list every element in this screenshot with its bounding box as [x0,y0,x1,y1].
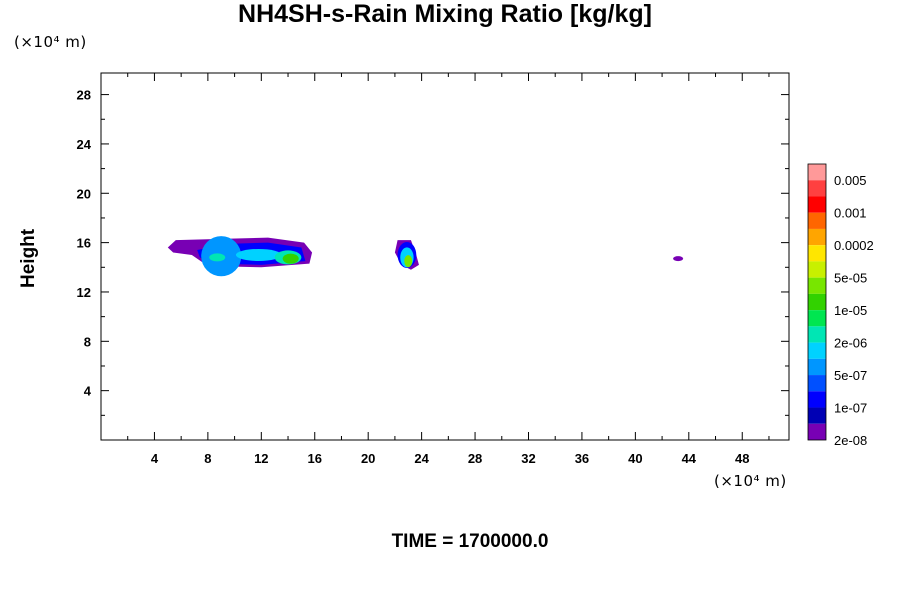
colorbar-label: 0.005 [834,173,867,188]
colorbar: 0.005 0.001 0.0002 5e-05 1e-05 2e-06 5e-07 1e-0… [807,163,874,448]
y-tick-label: 20 [77,186,91,201]
plot-frame [100,72,790,441]
x-axis-unit: (×10⁴ m) [714,472,787,490]
colorbar-swatch [808,245,826,262]
x-tick-label: 32 [521,451,535,466]
colorbar-label: 0.0002 [834,238,874,253]
x-tick-label: 4 [151,451,159,466]
x-tick-label: 36 [575,451,589,466]
colorbar-label: 1e-07 [834,401,867,416]
colorbar-label: 5e-07 [834,368,867,383]
region-1-blob [209,253,226,262]
colorbar-swatch [808,310,826,327]
colorbar-swatch [808,326,826,343]
colorbar-swatch [808,261,826,278]
colorbar-swatch [808,277,826,294]
colorbar-label: 2e-08 [834,433,867,448]
region-2 [394,240,419,270]
colorbar-swatch [808,407,826,424]
x-tick-label: 48 [735,451,749,466]
colorbar-border [807,163,827,441]
x-axis-ticks: 4 8 12 16 20 24 28 32 36 40 44 48 [127,73,770,466]
x-tick-label: 24 [414,451,429,466]
region-1-core [282,253,299,264]
y-axis-unit: (×10⁴ m) [14,33,87,51]
x-tick-label: 20 [361,451,375,466]
x-tick-label: 16 [308,451,322,466]
y-tick-label: 16 [77,236,91,251]
colorbar-swatch [808,342,826,359]
colorbar-swatch [808,293,826,311]
region-3-speck [673,256,684,262]
colorbar-swatch [808,391,826,408]
y-axis-ticks: 4 8 12 16 20 24 28 [77,88,789,416]
colorbar-label: 5e-05 [834,271,867,286]
x-tick-label: 12 [254,451,268,466]
region-1-blob [235,248,282,261]
x-tick-label: 44 [682,451,697,466]
region-1 [167,236,313,277]
colorbar-swatch [808,196,826,213]
x-tick-label: 28 [468,451,482,466]
colorbar-label: 1e-05 [834,303,867,318]
colorbar-swatch [808,212,826,229]
region-3 [673,256,684,262]
y-tick-label: 24 [77,137,92,152]
colorbar-swatch [808,164,826,181]
colorbar-swatch [808,180,826,197]
colorbar-swatch [808,375,826,392]
plot-border [100,72,790,441]
colorbar-label: 0.001 [834,206,867,221]
x-tick-label: 8 [204,451,211,466]
region-2-core [404,255,413,268]
y-tick-label: 28 [77,88,91,103]
data-regions [167,236,684,277]
x-tick-label: 40 [628,451,642,466]
chart-title: NH4SH-s-Rain Mixing Ratio [kg/kg] [238,0,652,28]
y-tick-label: 4 [84,384,92,399]
y-tick-label: 8 [84,334,91,349]
colorbar-swatch [808,423,826,440]
colorbar-swatch [808,358,826,376]
colorbar-swatch [808,228,826,246]
colorbar-label: 2e-06 [834,336,867,351]
time-label: TIME = 1700000.0 [391,531,549,552]
y-tick-label: 12 [77,285,91,300]
